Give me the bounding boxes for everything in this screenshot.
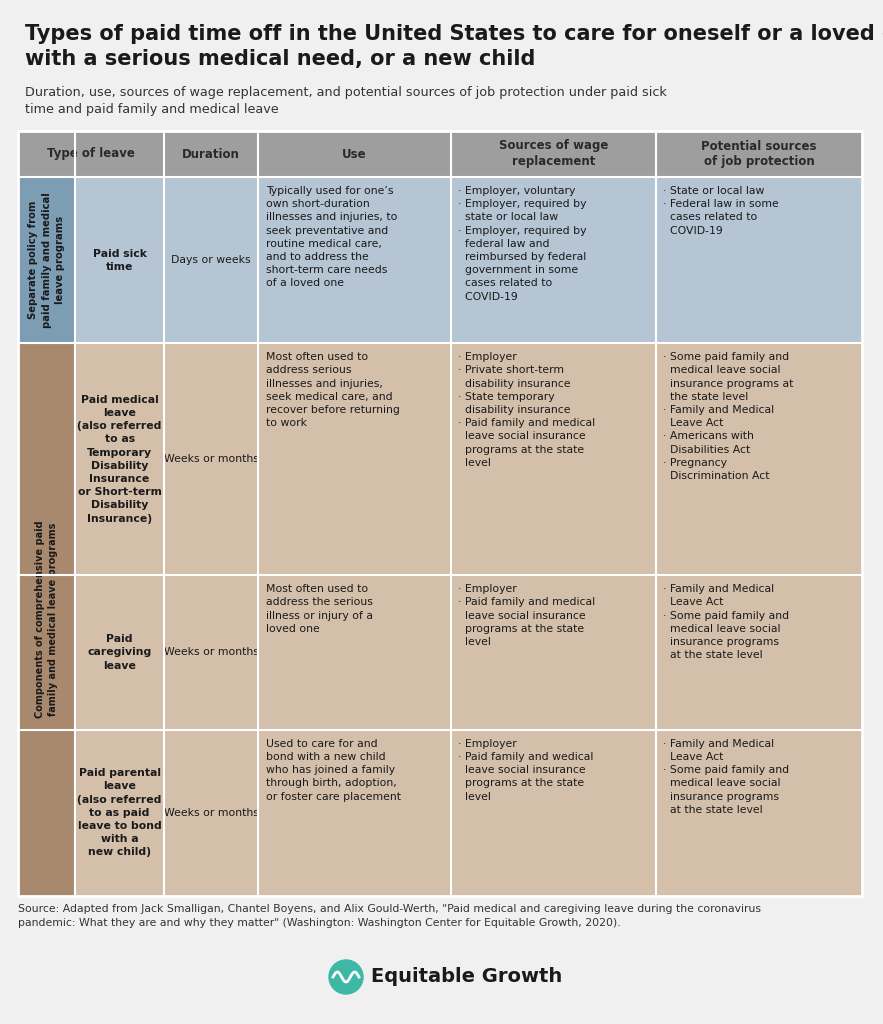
Text: Components of comprehensive paid
family and medical leave programs: Components of comprehensive paid family … xyxy=(35,521,58,719)
Text: Source: Adapted from Jack Smalligan, Chantel Boyens, and Alix Gould-Werth, "Paid: Source: Adapted from Jack Smalligan, Cha… xyxy=(18,904,761,928)
Text: · Some paid family and
  medical leave social
  insurance programs at
  the stat: · Some paid family and medical leave soc… xyxy=(663,352,794,481)
Bar xyxy=(75,177,862,343)
Text: Sources of wage
replacement: Sources of wage replacement xyxy=(499,139,608,169)
Bar xyxy=(18,343,75,575)
Text: Duration, use, sources of wage replacement, and potential sources of job protect: Duration, use, sources of wage replaceme… xyxy=(25,86,667,116)
Text: · Employer, voluntary
· Employer, required by
  state or local law
· Employer, r: · Employer, voluntary · Employer, requir… xyxy=(457,186,586,302)
Bar xyxy=(18,343,75,896)
Circle shape xyxy=(329,961,363,994)
Bar xyxy=(18,575,75,730)
Text: · State or local law
· Federal law in some
  cases related to
  COVID-19: · State or local law · Federal law in so… xyxy=(663,186,779,236)
Text: Weeks or months: Weeks or months xyxy=(163,808,259,818)
Bar xyxy=(75,343,862,575)
Bar xyxy=(75,730,862,896)
Text: · Family and Medical
  Leave Act
· Some paid family and
  medical leave social
 : · Family and Medical Leave Act · Some pa… xyxy=(663,738,789,815)
Text: Paid
caregiving
leave: Paid caregiving leave xyxy=(87,634,152,671)
Text: Weeks or months: Weeks or months xyxy=(163,455,259,464)
Text: · Employer
· Paid family and medical
  leave social insurance
  programs at the : · Employer · Paid family and medical lea… xyxy=(457,584,594,647)
Text: · Employer
· Private short-term
  disability insurance
· State temporary
  disab: · Employer · Private short-term disabili… xyxy=(457,352,594,468)
Text: Types of paid time off in the United States to care for oneself or a loved one
w: Types of paid time off in the United Sta… xyxy=(25,24,883,69)
Text: Type of leave: Type of leave xyxy=(47,147,135,161)
Text: Use: Use xyxy=(342,147,366,161)
Text: · Family and Medical
  Leave Act
· Some paid family and
  medical leave social
 : · Family and Medical Leave Act · Some pa… xyxy=(663,584,789,660)
Text: Paid medical
leave
(also referred
to as
Temporary
Disability
Insurance
or Short-: Paid medical leave (also referred to as … xyxy=(78,395,162,523)
Text: Days or weeks: Days or weeks xyxy=(171,255,251,265)
Text: Paid parental
leave
(also referred
to as paid
leave to bond
with a
new child): Paid parental leave (also referred to as… xyxy=(78,768,162,857)
Text: Used to care for and
bond with a new child
who has joined a family
through birth: Used to care for and bond with a new chi… xyxy=(267,738,401,802)
Bar xyxy=(75,575,862,730)
Text: Typically used for one’s
own short-duration
illnesses and injuries, to
seek prev: Typically used for one’s own short-durat… xyxy=(267,186,397,289)
Bar xyxy=(18,131,862,177)
Bar xyxy=(18,177,75,343)
Text: · Employer
· Paid family and wedical
  leave social insurance
  programs at the : · Employer · Paid family and wedical lea… xyxy=(457,738,592,802)
Text: Separate policy from
paid family and medical
leave programs: Separate policy from paid family and med… xyxy=(28,193,64,328)
Text: Most often used to
address serious
illnesses and injuries,
seek medical care, an: Most often used to address serious illne… xyxy=(267,352,400,428)
Text: Weeks or months: Weeks or months xyxy=(163,647,259,657)
Text: Potential sources
of job protection: Potential sources of job protection xyxy=(701,139,817,169)
Text: Duration: Duration xyxy=(182,147,240,161)
Text: Paid sick
time: Paid sick time xyxy=(93,249,147,271)
Text: Equitable Growth: Equitable Growth xyxy=(371,968,562,986)
Bar xyxy=(18,730,75,896)
Text: Most often used to
address the serious
illness or injury of a
loved one: Most often used to address the serious i… xyxy=(267,584,374,634)
Bar xyxy=(18,131,862,896)
